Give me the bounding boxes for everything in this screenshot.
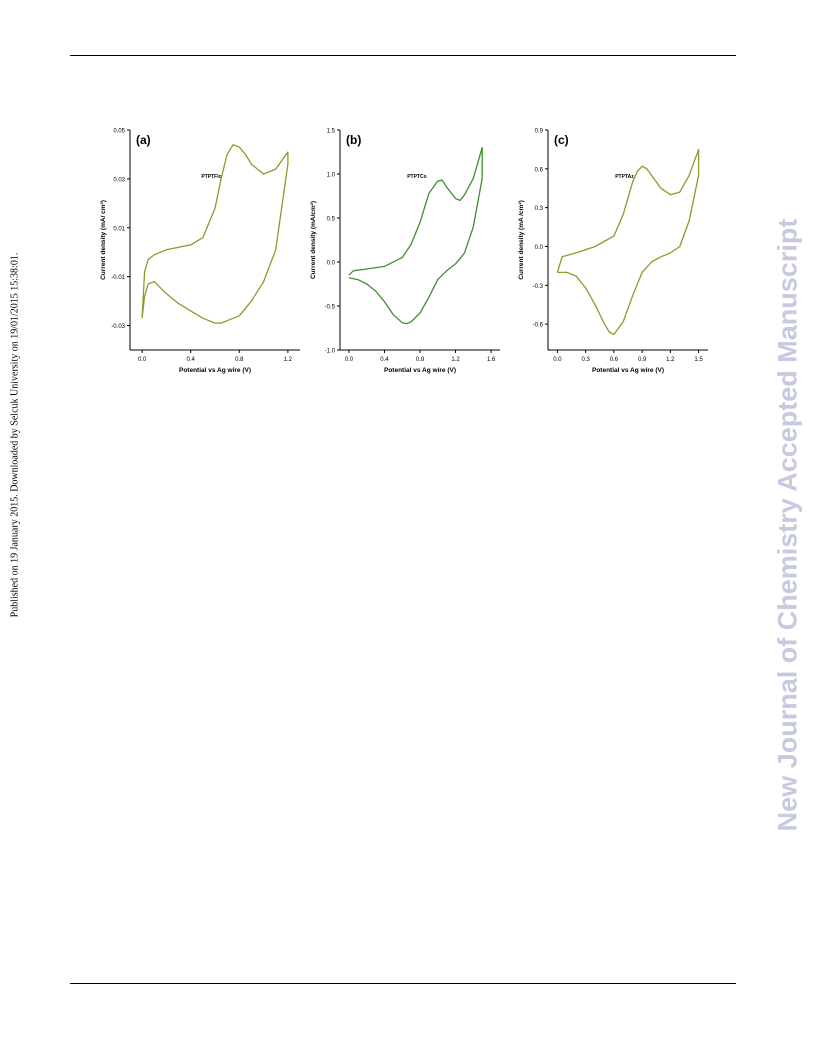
compound-label: PTPTAz [615,174,634,180]
y-tick-label: -0.3 [533,284,544,290]
x-tick-label: 0.3 [581,357,590,363]
x-axis-label: Potential vs Ag wire (V) [384,367,456,374]
y-axis-label: Current density (mA/cm²) [310,201,317,279]
y-tick-label: 1.0 [327,173,336,179]
panel-label: (b) [346,133,361,147]
publication-note-text: Published on 19 January 2015. Downloaded… [9,252,21,618]
y-tick-label: 0.9 [535,129,544,135]
y-tick-label: -1.0 [325,349,336,355]
y-tick-label: 0.5 [327,217,336,223]
panel-1: 0.05 0.03 0.01 -0.01 -0.03 0.0 0.4 0.8 1.2 Potent… [100,129,300,374]
x-axis-label: Potential vs Ag wire (V) [592,367,664,374]
x-tick-label: 0.9 [638,357,647,363]
footer-rule [70,983,736,984]
cyclic-voltammogram-figure: 0.050.030.01-0.01-0.030.0 0.4 0.8 1.2Potent… [100,129,708,374]
journal-watermark: New Journal of Chemistry Accepted Manusc… [756,0,816,1056]
x-tick-label: 0.4 [187,357,196,363]
publication-note: Published on 19 January 2015. Downloaded… [0,0,30,1056]
y-tick-label: 1.5 [327,129,336,135]
y-tick-label: -0.6 [533,323,544,329]
y-tick-label: 0.01 [113,226,125,232]
x-tick-label: 0.0 [345,357,354,363]
compound-label: PTPTCo [407,174,426,180]
cv-curve [556,148,700,336]
x-tick-label: 1.2 [284,357,293,363]
x-axis-label: Potential vs Ag wire (V) [179,367,251,374]
compound-label: PTPTFlo [201,174,221,180]
y-tick-label: 0.3 [535,206,544,212]
x-tick-label: 0.4 [380,357,389,363]
y-axis-label: Current density (mA/ cm²) [100,200,107,280]
cv-curve [141,144,289,324]
panel-3: 0.9 0.6 0.3 0.0 -0.3 -0.6 0.0 0.3 0.6 0.9 1.2 1.5 Po… [518,129,708,374]
y-tick-label: 0.0 [327,261,336,267]
x-tick-label: 0.8 [416,357,425,363]
y-tick-label: 0.6 [535,167,544,173]
x-tick-label: 0.0 [138,357,147,363]
y-tick-label: 0.0 [535,245,544,251]
y-tick-label: 0.03 [113,177,125,183]
x-tick-label: 0.6 [610,357,619,363]
header-rule [70,55,736,56]
journal-watermark-text: New Journal of Chemistry Accepted Manusc… [772,218,803,832]
cv-curve [348,146,483,325]
x-tick-label: 0.8 [235,357,244,363]
x-tick-label: 1.6 [487,357,496,363]
x-tick-label: 1.2 [666,357,675,363]
x-tick-label: 1.2 [451,357,460,363]
y-tick-label: -0.03 [111,324,125,330]
y-tick-label: 0.05 [113,129,125,135]
panel-label: (a) [136,133,151,147]
x-tick-label: 0.0 [553,357,562,363]
y-tick-label: -0.01 [111,275,125,281]
panel-2: 1.5 1.0 0.5 0.0 -0.5 -1.0 0.0 0.4 0.8 1.2 1.6 Poten… [310,129,500,374]
y-axis-label: Current density (mA /cm²) [518,200,525,280]
y-tick-label: -0.5 [325,305,336,311]
x-tick-label: 1.5 [694,357,703,363]
panel-label: (c) [554,133,569,147]
